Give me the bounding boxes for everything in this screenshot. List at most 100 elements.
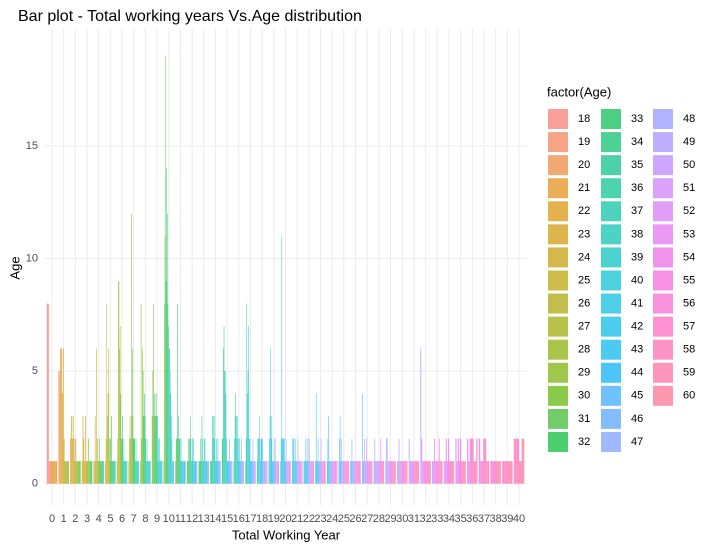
bar [421, 438, 423, 484]
bar [282, 438, 284, 484]
bar [111, 416, 112, 484]
bar [490, 461, 493, 484]
bar [200, 438, 201, 484]
bar [434, 461, 436, 484]
bar [480, 461, 482, 484]
bar [352, 461, 353, 484]
x-tick-label: 21 [291, 513, 303, 525]
legend-label: 60 [683, 390, 695, 402]
bar [347, 461, 349, 484]
legend-key [601, 178, 621, 199]
bar [376, 461, 378, 484]
bar [169, 348, 170, 484]
bar [178, 438, 180, 484]
legend-key [548, 431, 568, 452]
bar [296, 461, 297, 484]
bar [105, 438, 107, 484]
bar [276, 461, 277, 484]
bar [305, 438, 307, 484]
x-tick-label: 5 [107, 513, 113, 525]
bar [121, 438, 122, 484]
bar [180, 438, 182, 484]
bar [229, 461, 231, 484]
bar [149, 461, 150, 484]
bar [282, 438, 283, 484]
y-tick-label: 5 [32, 365, 38, 377]
bar [281, 236, 283, 484]
bar [462, 461, 464, 484]
bar [298, 461, 299, 484]
bar [136, 461, 138, 484]
bar [126, 461, 128, 484]
legend-key [601, 316, 621, 337]
bar [252, 438, 254, 484]
bar [370, 461, 372, 484]
bar [422, 461, 424, 484]
bar [365, 461, 367, 484]
bar [356, 461, 358, 484]
bar [187, 461, 189, 484]
bar [455, 438, 457, 484]
bar [124, 461, 125, 484]
bar [218, 461, 220, 484]
bar [82, 416, 84, 484]
bar [218, 461, 219, 484]
bar [183, 461, 184, 484]
bar [192, 438, 194, 484]
bar [427, 461, 428, 484]
bar [323, 461, 324, 484]
bar [311, 461, 313, 484]
bar [293, 438, 295, 484]
bar [178, 416, 179, 484]
bar [195, 461, 197, 484]
legend-label: 59 [683, 367, 695, 379]
bar [78, 461, 80, 484]
legend-label: 18 [578, 113, 590, 125]
bar [109, 438, 110, 484]
bar [452, 461, 454, 484]
legend-label: 39 [631, 251, 643, 263]
bar [320, 438, 322, 484]
bar [248, 326, 249, 484]
bar [182, 461, 184, 484]
bar [393, 461, 395, 484]
x-tick-label: 22 [303, 513, 315, 525]
bar [322, 461, 324, 484]
x-tick-label: 29 [384, 513, 396, 525]
bar [495, 461, 498, 484]
bar [239, 461, 241, 484]
bar [140, 303, 142, 484]
bar [300, 461, 301, 484]
bar [320, 461, 321, 484]
bar [114, 461, 116, 484]
legend-label: 26 [578, 297, 590, 309]
bar [221, 438, 223, 484]
bar [483, 438, 485, 484]
bar [283, 438, 285, 484]
bar [262, 438, 263, 484]
legend-label: 33 [631, 113, 643, 125]
bar [177, 438, 179, 484]
bar [165, 56, 166, 484]
bar [88, 438, 90, 484]
legend-label: 49 [683, 136, 695, 148]
bar [126, 461, 127, 484]
bar [256, 461, 258, 484]
bar [521, 438, 525, 484]
bar [273, 438, 275, 484]
bar [151, 416, 153, 484]
bar [330, 461, 331, 484]
x-tick-label: 34 [443, 513, 455, 525]
bar [377, 461, 379, 484]
x-tick-label: 6 [119, 513, 125, 525]
bar [400, 461, 402, 484]
bar [247, 393, 248, 484]
bar [164, 236, 166, 484]
bar [238, 461, 240, 484]
x-tick-label: 0 [49, 513, 55, 525]
bar [366, 461, 368, 484]
bar [167, 303, 169, 484]
bar [336, 461, 337, 484]
bar [241, 461, 243, 484]
legend-label: 23 [578, 228, 590, 240]
